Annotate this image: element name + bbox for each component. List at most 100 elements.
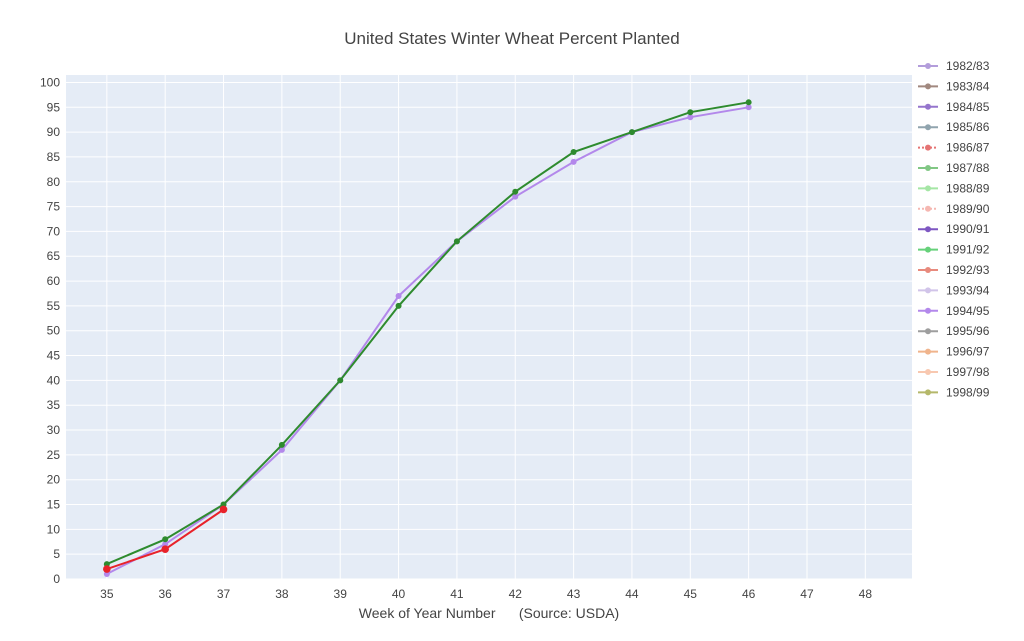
legend-label: 1984/85 — [946, 100, 990, 114]
y-tick-label: 25 — [47, 448, 61, 462]
legend-swatch-marker — [925, 165, 931, 171]
data-point — [687, 109, 694, 116]
chart-title: United States Winter Wheat Percent Plant… — [344, 29, 679, 48]
legend-swatch-marker — [925, 226, 931, 233]
x-tick-label: 35 — [100, 587, 114, 601]
y-axis-ticks: 0 5 10 15 20 25 30 35 40 45 50 55 60 65 70 75 80 85 90 95 10… — [40, 75, 60, 586]
legend-swatch-marker — [925, 328, 931, 335]
legend-swatch-marker — [925, 389, 931, 396]
x-tick-label: 45 — [684, 587, 698, 601]
legend-item[interactable]: 1997/98 — [918, 365, 990, 379]
legend-label: 1993/94 — [946, 283, 990, 297]
y-tick-label: 15 — [47, 498, 61, 512]
plot-area — [66, 75, 912, 579]
legend-item[interactable]: 1989/90 — [918, 202, 990, 216]
legend-label: 1990/91 — [946, 222, 990, 236]
x-tick-label: 37 — [217, 587, 231, 601]
data-point — [570, 148, 577, 155]
legend-label: 1997/98 — [946, 365, 990, 379]
legend-swatch-marker — [925, 369, 931, 375]
y-tick-label: 20 — [47, 473, 61, 487]
legend-item[interactable]: 1987/88 — [918, 161, 990, 175]
legend-swatch-marker — [925, 103, 931, 110]
y-tick-label: 35 — [47, 398, 61, 412]
gridlines — [66, 75, 912, 580]
legend-item[interactable]: 1984/85 — [918, 100, 990, 114]
y-tick-label: 0 — [53, 572, 60, 586]
legend-label: 1995/96 — [946, 324, 990, 338]
x-tick-label: 39 — [334, 587, 348, 601]
y-tick-label: 55 — [47, 299, 61, 313]
y-tick-label: 50 — [47, 324, 61, 338]
legend-item[interactable]: 1992/93 — [918, 263, 990, 277]
legend-label: 1992/93 — [946, 263, 990, 277]
series-line — [106, 101, 749, 566]
x-axis-title: Week of Year Number (Source: USDA) — [359, 605, 619, 621]
x-tick-label: 41 — [450, 587, 464, 601]
legend-swatch-marker — [925, 83, 931, 90]
x-tick-label: 40 — [392, 587, 406, 601]
legend-item[interactable]: 1993/94 — [918, 283, 990, 297]
data-point — [219, 505, 228, 514]
y-tick-label: 60 — [47, 274, 61, 288]
x-tick-label: 46 — [742, 587, 756, 601]
legend-item[interactable]: 1986/87 — [918, 141, 990, 155]
legend-label: 1986/87 — [946, 141, 990, 155]
legend-label: 1996/97 — [946, 345, 990, 359]
legend-label: 1982/83 — [946, 59, 990, 73]
y-tick-label: 5 — [53, 547, 60, 561]
y-tick-label: 40 — [47, 373, 61, 387]
data-point — [103, 565, 111, 573]
legend-label: 1998/99 — [946, 385, 990, 399]
x-tick-label: 36 — [159, 587, 173, 601]
data-point — [395, 292, 402, 299]
data-point — [512, 193, 519, 200]
legend-item[interactable]: 1994/95 — [918, 304, 990, 318]
y-tick-label: 90 — [47, 125, 61, 139]
series-group — [103, 99, 752, 578]
legend-swatch-marker — [925, 124, 931, 131]
x-tick-label: 48 — [859, 587, 873, 601]
y-tick-label: 65 — [47, 249, 61, 263]
x-tick-label: 47 — [800, 587, 814, 601]
legend-item[interactable]: 1990/91 — [918, 222, 990, 236]
legend-swatch-marker — [925, 205, 931, 212]
data-point — [687, 114, 694, 121]
data-point — [278, 446, 285, 453]
data-point — [512, 188, 519, 195]
legend-label: 1983/84 — [946, 79, 990, 93]
legend-swatch-marker — [925, 307, 931, 314]
legend-label: 1987/88 — [946, 161, 990, 175]
legend-swatch-marker — [925, 144, 931, 151]
series-18 — [103, 505, 228, 573]
legend-swatch-marker — [925, 348, 931, 355]
legend-swatch-marker — [925, 287, 931, 294]
y-tick-label: 70 — [47, 224, 61, 238]
legend-label: 1988/89 — [946, 181, 990, 195]
data-point — [570, 158, 577, 165]
legend-label: 1991/92 — [946, 243, 990, 257]
y-tick-label: 85 — [47, 150, 61, 164]
data-point — [337, 377, 344, 384]
data-point — [745, 99, 752, 106]
legend-item[interactable]: 1988/89 — [918, 181, 990, 195]
legend-item[interactable]: 1991/92 — [918, 243, 990, 257]
x-tick-label: 42 — [509, 587, 523, 601]
legend: 1982/83 1983/84 1984/85 1985/86 1986/87 1987/… — [918, 59, 990, 399]
legend-item[interactable]: 1982/83 — [918, 59, 990, 73]
legend-swatch-marker — [925, 185, 931, 192]
legend-item[interactable]: 1996/97 — [918, 345, 990, 359]
y-tick-label: 75 — [47, 200, 61, 214]
y-tick-label: 10 — [47, 522, 61, 536]
data-point — [453, 238, 460, 245]
y-tick-label: 100 — [40, 75, 60, 89]
legend-item[interactable]: 1983/84 — [918, 79, 990, 93]
x-tick-label: 44 — [625, 587, 639, 601]
legend-item[interactable]: 1998/99 — [918, 385, 990, 399]
series-17 — [103, 99, 752, 568]
data-point — [395, 302, 402, 309]
data-point — [628, 129, 635, 136]
legend-item[interactable]: 1985/86 — [918, 120, 990, 134]
legend-item[interactable]: 1995/96 — [918, 324, 990, 338]
